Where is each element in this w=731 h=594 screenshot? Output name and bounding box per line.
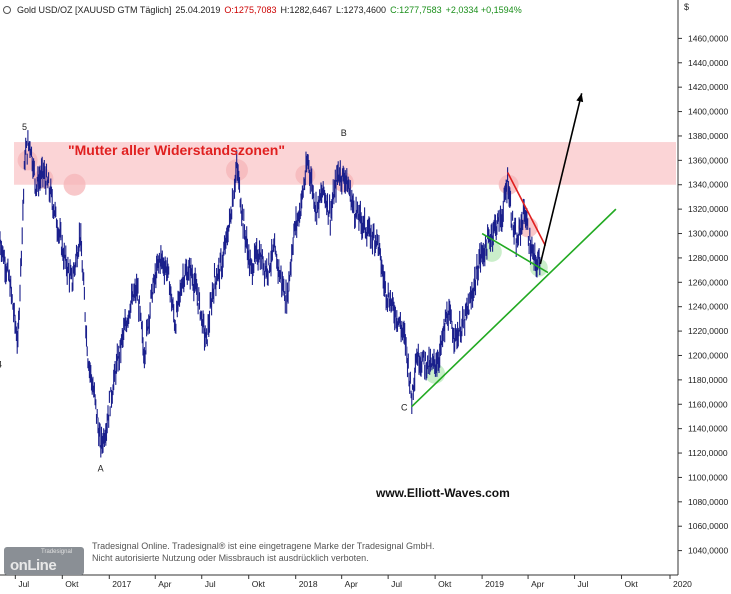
- y-tick-label: 1080,0000: [688, 497, 728, 507]
- x-tick-label: Apr: [531, 579, 544, 589]
- y-tick-label: 1140,0000: [688, 424, 728, 434]
- highlight-circle: [63, 173, 86, 196]
- projection-arrow-line: [539, 93, 583, 265]
- y-tick-label: 1460,0000: [688, 33, 728, 43]
- chart-header: Gold USD/OZ [XAUUSD GTM Täglich] 25.04.2…: [0, 3, 522, 17]
- red-downtrend-line: [506, 172, 547, 247]
- y-tick-label: 1180,0000: [688, 375, 728, 385]
- y-tick-label: 1440,0000: [688, 58, 728, 68]
- open-value: O:1275,7083: [224, 5, 277, 15]
- y-tick-label: 1160,0000: [688, 399, 728, 409]
- copyright-line2: Nicht autorisierte Nutzung oder Missbrau…: [92, 553, 369, 563]
- low-value: L:1273,4600: [336, 5, 387, 15]
- x-tick-label: Apr: [158, 579, 171, 589]
- x-tick-label: Okt: [252, 579, 266, 589]
- logo-sub: Tradesignal: [41, 549, 73, 555]
- copyright-notice: Tradesignal Online. Tradesignal® ist ein…: [92, 540, 434, 564]
- y-tick-label: 1340,0000: [688, 180, 728, 190]
- x-tick-label: 2017: [112, 579, 131, 589]
- x-tick-label: Jul: [391, 579, 402, 589]
- arrow-head-icon: [576, 93, 584, 103]
- y-tick-label: 1120,0000: [688, 448, 728, 458]
- x-tick-label: Jul: [205, 579, 216, 589]
- y-tick-label: 1040,0000: [688, 546, 728, 556]
- x-tick-label: Okt: [625, 579, 639, 589]
- x-tick-label: Jul: [578, 579, 589, 589]
- website-label: www.Elliott-Waves.com: [376, 486, 510, 500]
- y-tick-label: 1300,0000: [688, 229, 728, 239]
- tradesignal-logo: Tradesignal onLine: [4, 547, 84, 575]
- wave-label-A: A: [98, 463, 104, 473]
- y-tick-label: 1280,0000: [688, 253, 728, 263]
- copyright-line1: Tradesignal Online. Tradesignal® ist ein…: [92, 541, 435, 551]
- wave-label-4: 4: [0, 360, 2, 370]
- lower-channel-line: [481, 232, 549, 274]
- y-tick-label: 1200,0000: [688, 350, 728, 360]
- x-tick-label: 2020: [673, 579, 692, 589]
- logo-main: onLine: [10, 557, 57, 574]
- y-tick-label: 1240,0000: [688, 302, 728, 312]
- y-tick-label: 1320,0000: [688, 204, 728, 214]
- y-tick-label: 1260,0000: [688, 277, 728, 287]
- close-value: C:1277,7583: [390, 5, 442, 15]
- resistance-annotation: "Mutter aller Widerstandszonen": [68, 142, 285, 158]
- price-series: [0, 130, 541, 458]
- change-value: +2,0334 +0,1594%: [445, 5, 522, 15]
- x-tick-label: 2018: [299, 579, 318, 589]
- wave-label-5: 5: [22, 122, 27, 132]
- x-tick-label: Okt: [65, 579, 79, 589]
- gold-coin-icon: [3, 6, 11, 14]
- y-tick-label: 1060,0000: [688, 521, 728, 531]
- instrument-name: Gold USD/OZ [XAUUSD GTM Täglich]: [17, 5, 172, 15]
- y-tick-label: 1220,0000: [688, 326, 728, 336]
- x-tick-label: 2019: [485, 579, 504, 589]
- y-tick-label: 1100,0000: [688, 472, 728, 482]
- x-tick-label: Apr: [345, 579, 358, 589]
- support-line: [411, 208, 617, 408]
- currency-label: $: [684, 2, 689, 12]
- high-value: H:1282,6467: [280, 5, 333, 15]
- x-tick-label: Jul: [18, 579, 29, 589]
- wave-label-C: C: [401, 402, 408, 412]
- y-tick-label: 1360,0000: [688, 155, 728, 165]
- x-tick-label: Okt: [438, 579, 452, 589]
- y-tick-label: 1400,0000: [688, 107, 728, 117]
- y-tick-label: 1380,0000: [688, 131, 728, 141]
- wave-label-B: B: [341, 128, 347, 138]
- y-tick-label: 1420,0000: [688, 82, 728, 92]
- quote-date: 25.04.2019: [175, 5, 221, 15]
